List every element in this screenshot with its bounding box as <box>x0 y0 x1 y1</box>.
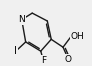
Text: N: N <box>18 15 25 24</box>
Text: OH: OH <box>71 32 85 41</box>
Text: I: I <box>14 46 17 56</box>
Text: O: O <box>65 55 72 63</box>
Text: F: F <box>41 56 46 65</box>
